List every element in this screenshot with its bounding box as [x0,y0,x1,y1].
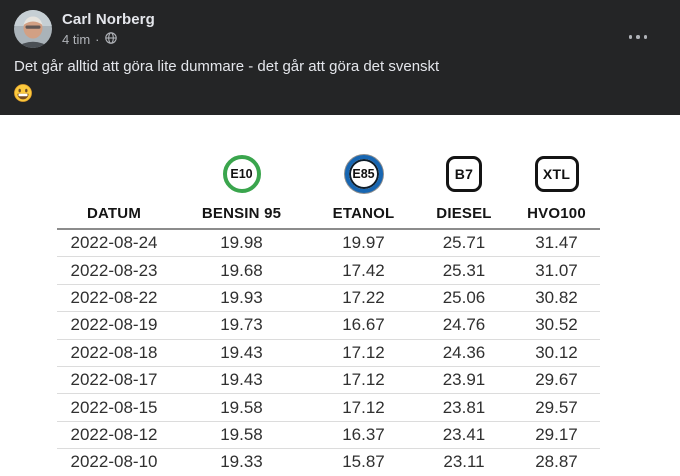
price-cell: 19.33 [220,452,263,472]
date-cell: 2022-08-22 [70,287,158,307]
table-row: 2022-08-18 19.43 17.12 24.36 30.12 [57,340,600,367]
table-body: 2022-08-24 19.98 19.97 25.71 31.47 2022-08-23… [57,230,600,476]
price-cell: 29.17 [535,424,578,444]
price-cell: 28.87 [535,452,578,472]
column-header-datum: DATUM [86,205,142,222]
more-options-icon [628,35,632,39]
column-header-diesel: DIESEL [436,205,492,222]
date-cell: 2022-08-18 [70,342,158,362]
price-cell: 24.36 [442,342,486,362]
date-cell: 2022-08-15 [70,397,158,417]
table-row: 2022-08-15 19.58 17.12 23.81 29.57 [57,394,600,422]
fuel-price-table-image[interactable]: E10 E85 B7 XTL DATUM BENSIN 95 ETANOL DI… [0,115,680,476]
price-cell: 24.76 [442,315,486,335]
price-cell: 31.07 [535,260,578,280]
price-cell: 25.71 [442,233,486,253]
more-options-icon [643,35,647,39]
xtl-fuel-badge-icon: XTL [534,156,579,192]
price-cell: 19.98 [220,233,263,253]
price-cell: 23.41 [442,424,486,444]
price-cell: 19.58 [220,424,263,444]
fuel-price-table: E10 E85 B7 XTL DATUM BENSIN 95 ETANOL DI… [57,150,600,476]
column-header-bensin95: BENSIN 95 [201,205,282,222]
column-header-etanol: ETANOL [332,205,395,222]
price-cell: 30.12 [535,342,578,362]
table-row: 2022-08-24 19.98 19.97 25.71 31.47 [57,230,600,258]
price-cell: 17.12 [342,342,385,362]
table-row: 2022-08-17 19.43 17.12 23.91 29.67 [57,367,600,395]
b7-fuel-badge-icon: B7 [446,156,482,192]
date-cell: 2022-08-19 [70,315,158,335]
price-cell: 29.67 [535,370,578,390]
table-row: 2022-08-19 19.73 16.67 24.76 30.52 [57,312,600,340]
price-cell: 29.57 [535,397,578,417]
price-cell: 30.52 [535,315,578,335]
date-cell: 2022-08-10 [70,452,158,472]
fuel-badge-row: E10 E85 B7 XTL [57,150,600,198]
price-cell: 23.11 [443,452,485,472]
globe-audience-icon [104,32,117,47]
price-cell: 19.43 [220,342,263,362]
post-header: Carl Norberg 4 tim · Det går alltid att … [0,0,680,115]
price-cell: 19.68 [220,260,263,280]
table-header-row: DATUM BENSIN 95 ETANOL DIESEL HVO100 [57,198,600,230]
author-name[interactable]: Carl Norberg [62,11,155,28]
price-cell: 31.47 [535,233,578,253]
price-cell: 17.22 [342,287,385,307]
price-cell: 16.67 [342,315,385,335]
more-options-button[interactable] [625,31,652,43]
avatar[interactable] [14,10,52,48]
price-cell: 19.97 [342,233,385,253]
price-cell: 16.37 [342,424,385,444]
more-options-icon [636,35,640,39]
price-cell: 19.58 [220,397,263,417]
e10-fuel-badge-icon: E10 [222,155,261,193]
price-cell: 19.93 [220,287,263,307]
price-cell: 25.06 [442,287,486,307]
grinning-face-emoji-icon [14,84,32,102]
date-cell: 2022-08-17 [70,370,158,390]
price-cell: 23.81 [442,397,486,417]
table-row: 2022-08-22 19.93 17.22 25.06 30.82 [57,285,600,313]
table-row: 2022-08-23 19.68 17.42 25.31 31.07 [57,257,600,285]
table-row: 2022-08-10 19.33 15.87 23.11 28.87 [57,449,600,476]
price-cell: 17.42 [342,260,385,280]
price-cell: 30.82 [535,287,578,307]
date-cell: 2022-08-23 [70,260,158,280]
price-cell: 19.73 [220,315,263,335]
table-row: 2022-08-12 19.58 16.37 23.41 29.17 [57,422,600,450]
price-cell: 17.12 [342,397,385,417]
avatar-photo [14,10,52,48]
column-header-hvo100: HVO100 [527,205,586,222]
post-text: Det går alltid att göra lite dummare - d… [14,58,440,75]
price-cell: 15.87 [342,452,385,472]
timestamp[interactable]: 4 tim [62,31,91,47]
post-meta: 4 tim · [62,31,117,47]
e85-fuel-badge-icon: E85 [344,155,383,193]
price-cell: 25.31 [442,260,486,280]
date-cell: 2022-08-12 [70,424,158,444]
meta-separator: · [95,31,100,47]
price-cell: 23.91 [442,370,486,390]
date-cell: 2022-08-24 [70,233,158,253]
price-cell: 17.12 [342,370,385,390]
price-cell: 19.43 [220,370,263,390]
